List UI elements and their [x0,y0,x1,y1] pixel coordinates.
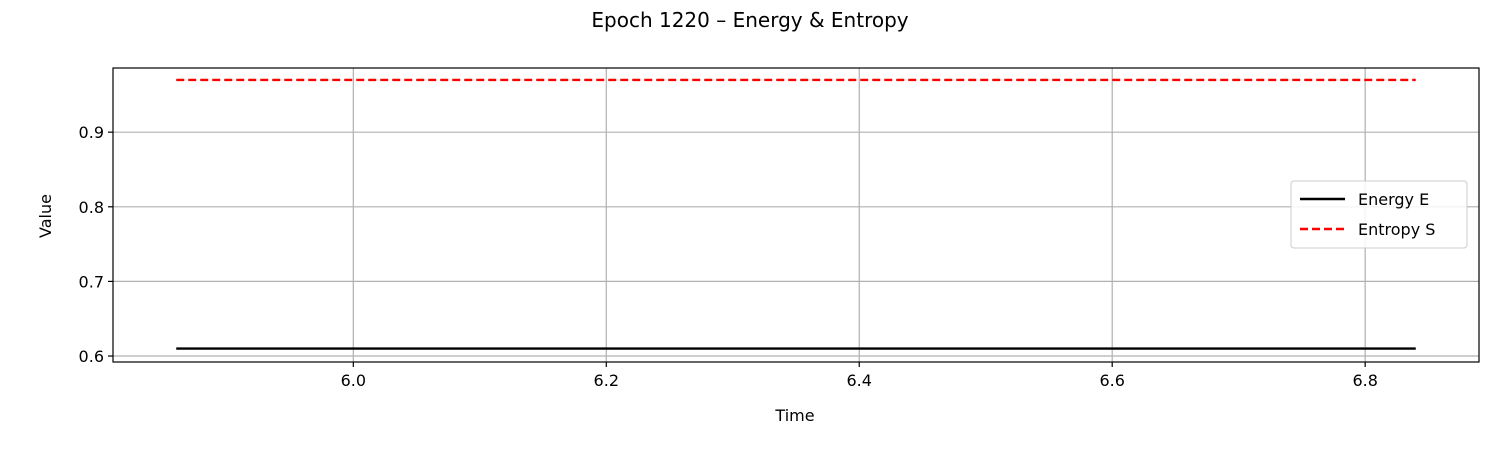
y-tick-label: 0.6 [79,347,104,366]
x-tick-label: 6.6 [1099,371,1124,390]
x-tick-label: 6.2 [594,371,619,390]
chart-title: Epoch 1220 – Energy & Entropy [591,8,908,32]
legend-label: Entropy S [1358,220,1435,239]
legend-box [1290,180,1468,249]
y-axis-ticks: 0.6 0.7 0.8 0.9 [79,123,113,366]
series-lines [176,78,1416,350]
y-tick-label: 0.8 [79,198,104,217]
x-tick-label: 6.0 [341,371,366,390]
y-tick-label: 0.7 [79,272,104,291]
x-axis-title: Time [774,406,814,425]
legend: Energy E Entropy S [1290,180,1468,249]
legend-label: Energy E [1358,190,1429,209]
y-tick-label: 0.9 [79,123,104,142]
x-axis-ticks: 6.0 6.2 6.4 6.6 6.8 [341,362,1378,390]
x-tick-label: 6.4 [847,371,872,390]
x-tick-label: 6.8 [1352,371,1377,390]
y-axis-title: Value [36,194,55,238]
plot-frame [112,67,1480,363]
grid [113,68,1479,362]
